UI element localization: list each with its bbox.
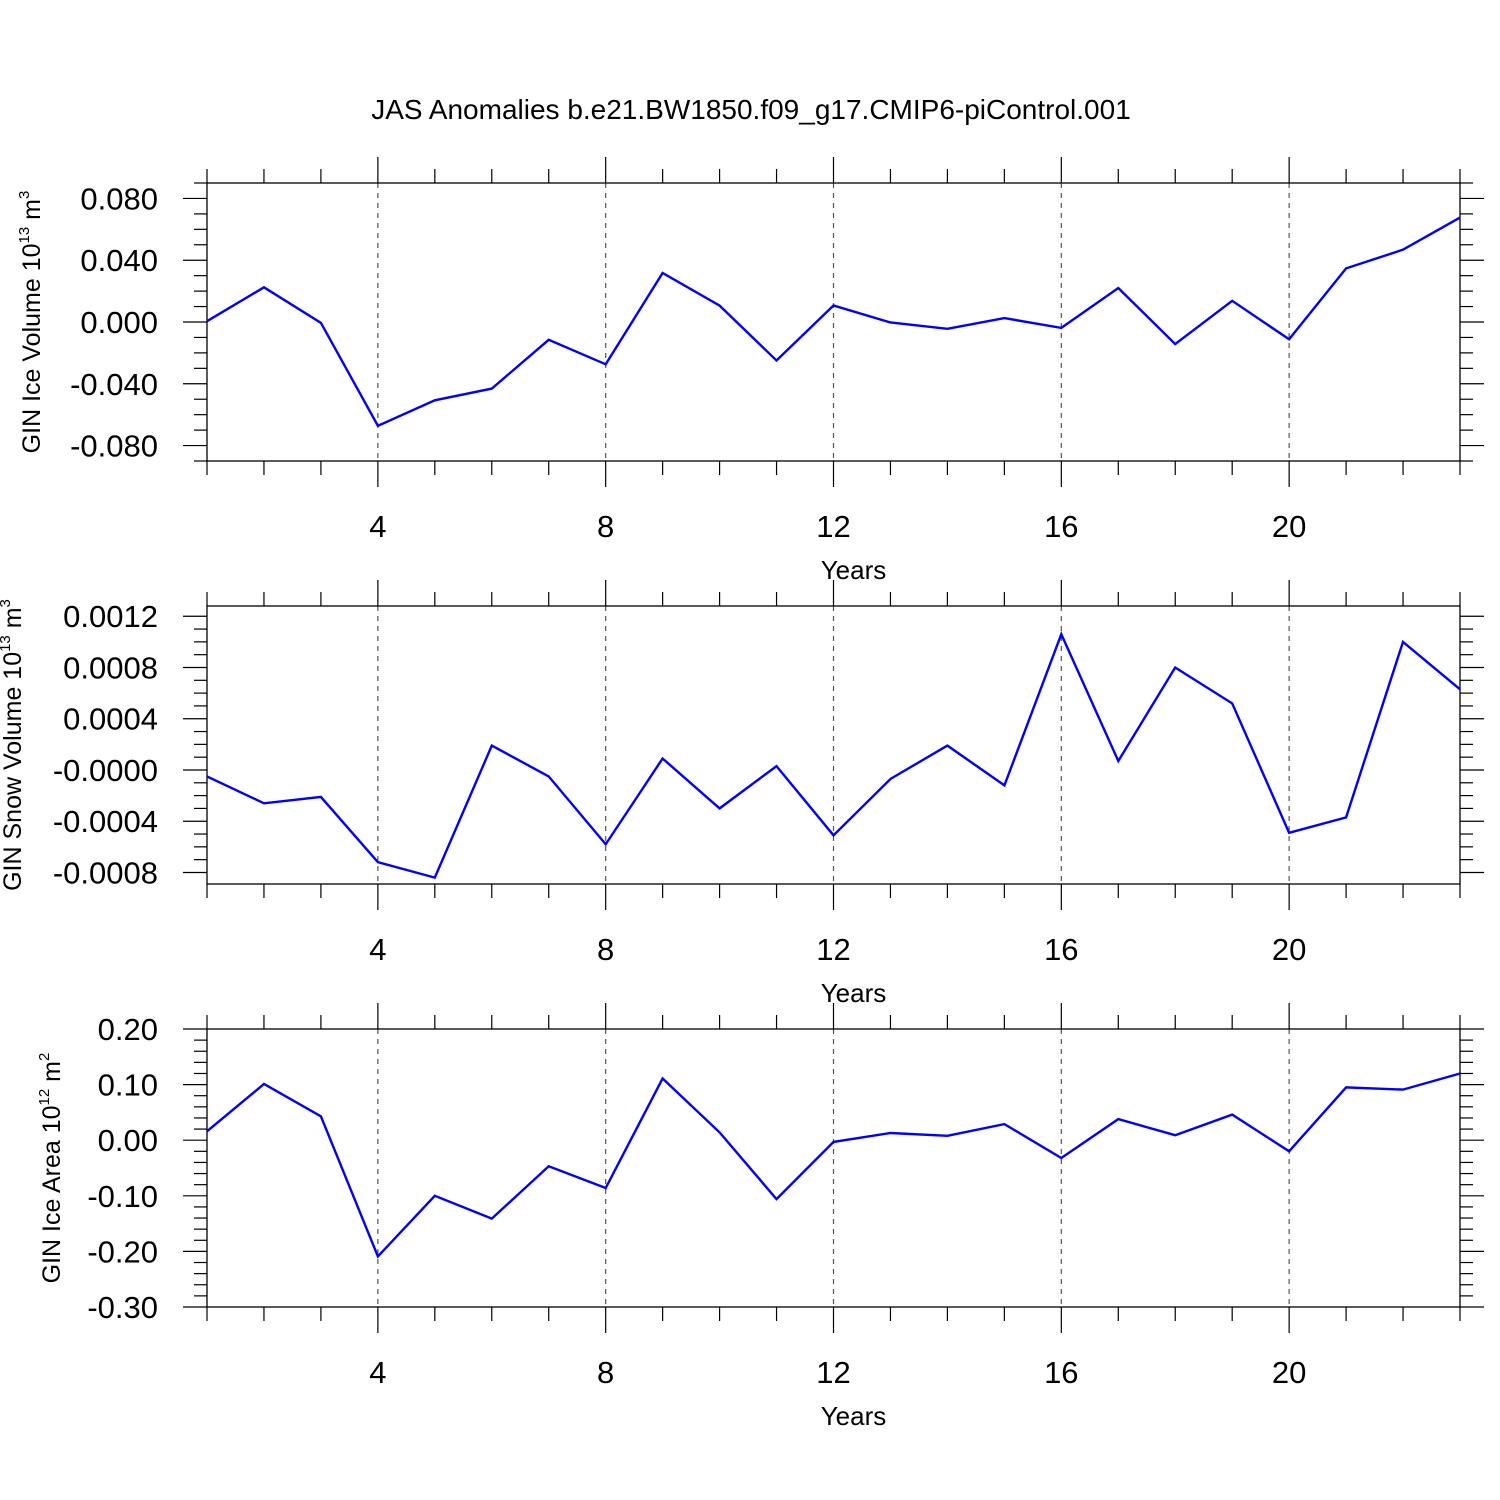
x-tick-label: 4 <box>369 1355 386 1390</box>
x-axis-label: Years <box>821 978 887 1008</box>
x-axis-label: Years <box>821 555 887 585</box>
series-line <box>206 216 1461 428</box>
y-axis-label-part: GIN Ice Volume 10 <box>18 243 46 453</box>
y-axis-label-part: m <box>18 199 46 227</box>
x-tick-label: 16 <box>1044 509 1078 544</box>
chart-panel-2: 4 8 12 16 20 -0.0008 -0.0004 -0.0000 0.0004 0.000… <box>0 580 1484 1008</box>
y-axis-label-superscript: 12 <box>36 1089 53 1106</box>
x-tick-label: 20 <box>1272 932 1306 967</box>
panels: 4 8 12 16 20 -0.080 -0.040 0.000 0.040 0.080 Years… <box>0 157 1484 1431</box>
y-axis-label: GIN Ice Area 1012 m2 <box>36 1053 66 1284</box>
y-axis-label: GIN Snow Volume 1013 m3 <box>0 599 27 891</box>
y-tick-label: 0.000 <box>80 305 158 340</box>
y-tick-label: 0.20 <box>98 1012 158 1047</box>
y-tick-label: 0.10 <box>98 1068 158 1103</box>
chart-panel-1: 4 8 12 16 20 -0.080 -0.040 0.000 0.040 0.080 Years… <box>16 157 1484 585</box>
y-tick-label: -0.080 <box>70 429 158 464</box>
x-tick-label: 8 <box>597 932 614 967</box>
x-tick-label: 4 <box>369 509 386 544</box>
y-axis-label-superscript: 3 <box>0 599 14 607</box>
figure-title: JAS Anomalies b.e21.BW1850.f09_g17.CMIP6… <box>371 94 1131 125</box>
series-line <box>206 631 1461 880</box>
y-axis-label: GIN Ice Volume 1013 m3 <box>16 191 46 454</box>
y-axis-label-superscript: 13 <box>16 227 33 244</box>
y-tick-label: -0.30 <box>87 1290 158 1325</box>
y-axis-label-superscript: 3 <box>16 191 33 199</box>
series-line <box>206 1072 1461 1259</box>
y-tick-label: 0.0012 <box>63 599 158 634</box>
y-tick-label: -0.20 <box>87 1234 158 1269</box>
x-axis-label: Years <box>821 1401 887 1431</box>
y-tick-label: -0.040 <box>70 367 158 402</box>
y-tick-label: 0.040 <box>80 243 158 278</box>
y-axis-label-part: GIN Snow Volume 10 <box>0 652 27 891</box>
y-axis-label-superscript: 2 <box>36 1053 53 1061</box>
y-axis-label-superscript: 13 <box>0 635 14 652</box>
chart-panel-3: 4 8 12 16 20 -0.30 -0.20 -0.10 0.00 0.10 0.20 Years… <box>36 1003 1484 1431</box>
x-tick-label: 12 <box>816 932 850 967</box>
x-tick-label: 4 <box>369 932 386 967</box>
y-tick-label: -0.10 <box>87 1179 158 1214</box>
y-axis-label-part: m <box>38 1061 66 1089</box>
y-tick-label: -0.0000 <box>53 753 158 788</box>
y-tick-label: 0.0004 <box>63 702 158 737</box>
x-tick-label: 16 <box>1044 932 1078 967</box>
x-tick-label: 8 <box>597 509 614 544</box>
y-tick-label: 0.00 <box>98 1123 158 1158</box>
y-tick-label: 0.0008 <box>63 650 158 685</box>
x-tick-label: 20 <box>1272 1355 1306 1390</box>
y-tick-label: -0.0004 <box>53 804 158 839</box>
y-tick-label: 0.080 <box>80 181 158 216</box>
x-tick-label: 16 <box>1044 1355 1078 1390</box>
y-axis-label-part: m <box>0 607 27 635</box>
y-axis-label-part: GIN Ice Area 10 <box>38 1105 66 1283</box>
x-tick-label: 12 <box>816 509 850 544</box>
x-tick-label: 20 <box>1272 509 1306 544</box>
x-tick-label: 8 <box>597 1355 614 1390</box>
x-tick-label: 12 <box>816 1355 850 1390</box>
y-tick-label: -0.0008 <box>53 855 158 890</box>
